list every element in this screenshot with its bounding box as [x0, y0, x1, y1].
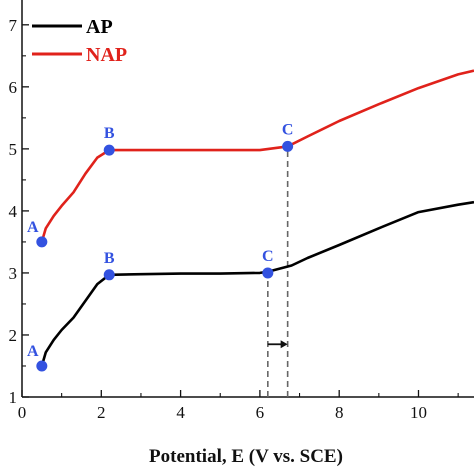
x-tick-label: 8	[335, 403, 344, 422]
point-marker-b	[103, 269, 115, 281]
point-marker-a	[36, 236, 48, 248]
point-marker-b	[103, 144, 115, 156]
series-line-nap	[40, 69, 474, 243]
x-tick-label: 0	[18, 403, 27, 422]
series-lines	[40, 69, 474, 367]
y-tick-label: 6	[9, 78, 18, 97]
point-label-b: B	[104, 250, 115, 267]
y-tick-label: 5	[9, 140, 18, 159]
y-tick-label: 2	[9, 326, 18, 345]
legend: AP NAP	[32, 16, 127, 66]
y-tick-label: 7	[9, 16, 18, 35]
x-tick-label: 6	[256, 403, 265, 422]
point-label-c: C	[262, 248, 274, 265]
y-tick-label: 1	[9, 388, 18, 407]
y-tick-label: 4	[9, 202, 18, 221]
point-label-b: B	[104, 125, 115, 142]
series-line-ap	[40, 200, 474, 367]
y-tick-label: 3	[9, 264, 18, 283]
point-label-a: A	[27, 343, 39, 360]
guide-lines	[267, 146, 289, 397]
point-label-c: C	[282, 121, 294, 138]
x-tick-label: 10	[410, 403, 427, 422]
x-tick-label: 4	[176, 403, 185, 422]
point-marker-a	[36, 360, 48, 372]
x-axis-title: Potential, E (V vs. SCE)	[149, 446, 343, 467]
legend-label-ap: AP	[86, 16, 113, 38]
point-marker-c	[282, 140, 294, 152]
point-markers: A B C A B C	[27, 121, 294, 372]
x-tick-label: 2	[97, 403, 106, 422]
shift-arrow-head	[280, 340, 288, 349]
point-marker-c	[262, 267, 274, 279]
point-label-a: A	[27, 219, 39, 236]
legend-label-nap: NAP	[86, 44, 127, 66]
